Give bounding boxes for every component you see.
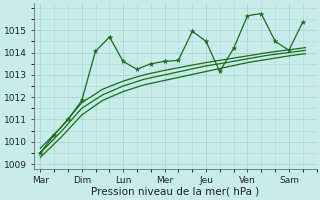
X-axis label: Pression niveau de la mer( hPa ): Pression niveau de la mer( hPa ) <box>91 187 260 197</box>
